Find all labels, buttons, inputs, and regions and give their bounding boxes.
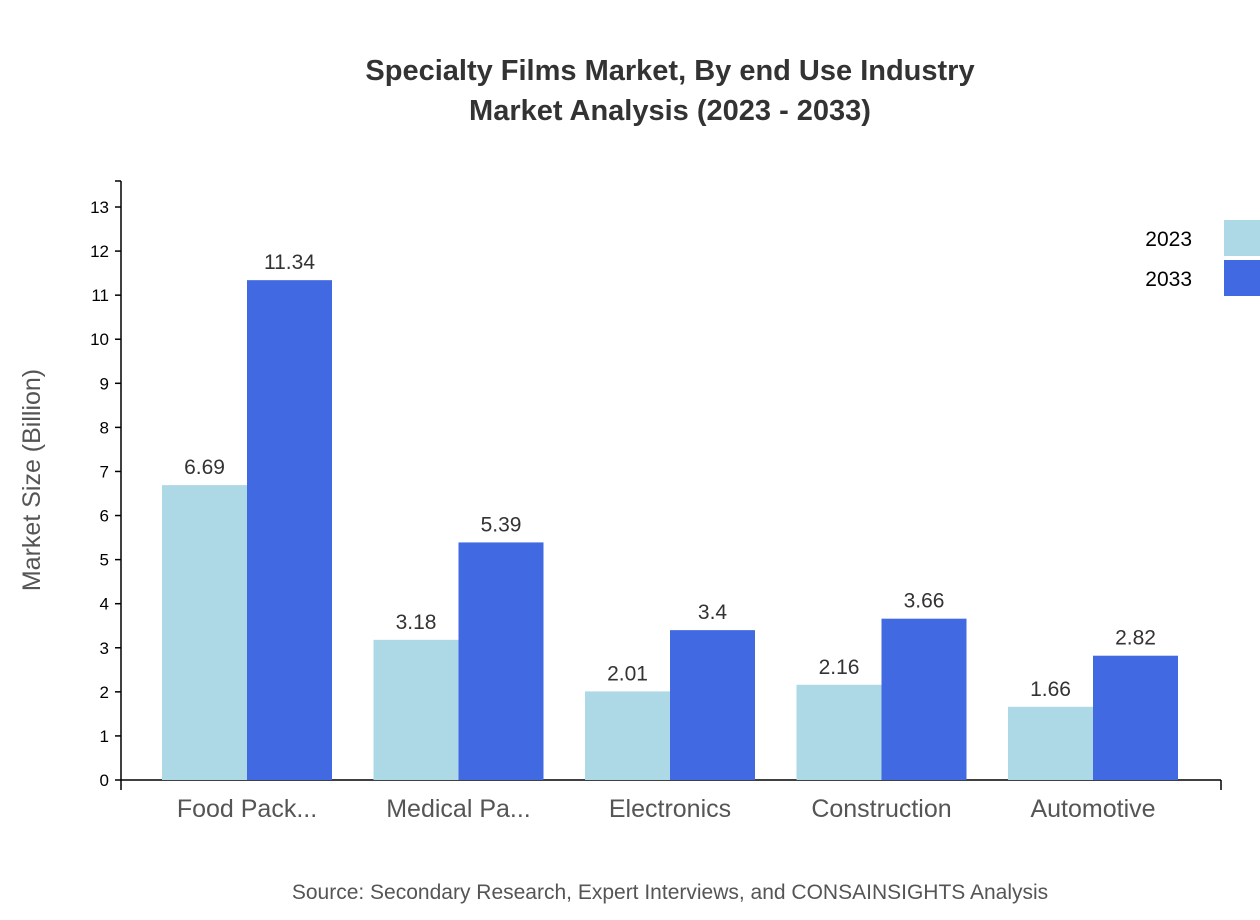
y-tick-label: 4 (100, 595, 109, 614)
bar-2023 (162, 485, 247, 780)
y-tick-label: 10 (90, 330, 109, 349)
x-tick-label: Electronics (609, 795, 731, 823)
y-tick-label: 3 (100, 639, 109, 658)
x-tick-label: Food Pack... (177, 795, 317, 823)
y-tick-label: 5 (100, 551, 109, 570)
bar-2023 (796, 684, 882, 780)
data-label: 5.39 (481, 513, 522, 536)
y-tick-label: 9 (100, 374, 109, 393)
legend-label: 2023 (1145, 228, 1192, 251)
y-axis-label: Market Size (Billion) (18, 369, 46, 591)
legend-label: 2033 (1145, 268, 1192, 291)
data-label: 6.69 (184, 456, 225, 479)
bar-2033 (881, 618, 967, 780)
chart-title-line-2: Market Analysis (2023 - 2033) (469, 95, 871, 127)
bar-2033 (1093, 655, 1178, 780)
x-tick-label: Automotive (1030, 795, 1155, 823)
data-label: 3.18 (396, 611, 437, 634)
y-tick-label: 8 (100, 418, 109, 437)
x-axis: Food Pack... Medical Pa... Electronics Cons… (120, 779, 1222, 823)
data-label: 2.82 (1115, 627, 1156, 650)
bar-2023 (1008, 706, 1093, 780)
y-tick-label: 12 (90, 242, 109, 261)
y-tick-label: 1 (100, 727, 109, 746)
data-label: 1.66 (1030, 678, 1071, 701)
y-tick-label: 7 (100, 462, 109, 481)
data-label: 3.66 (904, 590, 945, 613)
x-tick-label: Medical Pa... (386, 795, 531, 823)
source-note: Source: Secondary Research, Expert Inter… (292, 881, 1048, 904)
chart-title-line-1: Specialty Films Market, By end Use Indus… (365, 55, 974, 87)
bar-2023 (373, 639, 459, 780)
y-tick-label: 13 (90, 198, 109, 217)
data-label: 11.34 (264, 251, 315, 274)
bars: 6.69 11.34 3.18 5.39 2.01 3.4 2.16 3.66 1.66 2.82 (162, 251, 1178, 780)
y-tick-label: 6 (100, 507, 109, 526)
bar-2033 (247, 280, 332, 780)
bar-2033 (458, 542, 544, 780)
data-label: 2.01 (607, 662, 648, 685)
legend-swatch (1224, 260, 1260, 296)
y-tick-label: 2 (100, 683, 109, 702)
y-tick-label: 0 (100, 771, 109, 790)
data-label: 2.16 (819, 656, 860, 679)
data-label: 3.4 (698, 601, 728, 624)
legend: 2023 2033 (1145, 220, 1260, 296)
x-tick-label: Construction (811, 795, 951, 823)
legend-swatch (1224, 220, 1260, 256)
bar-2033 (670, 630, 755, 780)
bar-2023 (585, 691, 670, 780)
y-tick-label: 11 (91, 286, 109, 305)
